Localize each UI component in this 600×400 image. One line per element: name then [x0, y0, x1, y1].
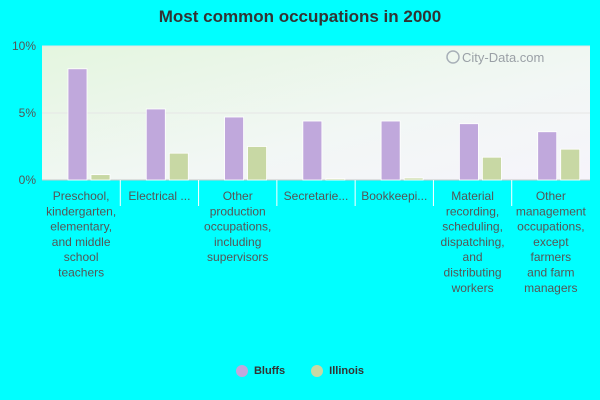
- x-category-label: Preschool, kindergarten, elementary, and mi…: [46, 189, 116, 280]
- bar-bluffs[interactable]: [537, 131, 558, 181]
- legend-swatch-bluffs: [235, 365, 248, 377]
- bar-illinois[interactable]: [90, 174, 111, 181]
- x-category-label: Material recording, scheduling, dispatching…: [441, 189, 505, 295]
- legend-swatch-illinois: [311, 365, 324, 377]
- legend: Bluffs Illinois: [0, 365, 600, 377]
- legend-label-bluffs: Bluffs: [253, 365, 286, 377]
- bar-bluffs[interactable]: [380, 120, 401, 181]
- bar-illinois[interactable]: [168, 152, 189, 181]
- x-category-label: Other production occupations, including supe…: [204, 189, 271, 264]
- chart-title: Most common occupations in 2000: [158, 7, 442, 26]
- y-tick-label: 0%: [19, 173, 37, 187]
- y-tick-label: 5%: [19, 106, 37, 120]
- legend-label-illinois: Illinois: [329, 365, 364, 377]
- legend-item-illinois[interactable]: Illinois: [311, 365, 364, 377]
- y-axis-ticks: 0% 5% 10%: [12, 39, 36, 187]
- bar-bluffs[interactable]: [145, 108, 166, 181]
- bar-bluffs[interactable]: [459, 123, 479, 181]
- bar-bluffs[interactable]: [67, 68, 88, 181]
- legend-item-bluffs[interactable]: Bluffs: [235, 365, 286, 377]
- x-category-label: Other management occupations, except farmers…: [516, 189, 587, 295]
- bar-illinois[interactable]: [560, 148, 581, 181]
- bar-illinois[interactable]: [482, 156, 502, 181]
- watermark: City-Data.com: [446, 50, 544, 65]
- bar-bluffs[interactable]: [302, 120, 323, 181]
- bar-illinois[interactable]: [403, 177, 424, 181]
- x-category-label: Bookkeepi...: [361, 189, 427, 203]
- y-tick-label: 10%: [12, 39, 36, 53]
- watermark-icon: [446, 50, 460, 64]
- x-axis-labels: Preschool, kindergarten, elementary, and mi…: [46, 189, 586, 295]
- x-category-label: Secretarie...: [284, 189, 349, 203]
- bar-illinois[interactable]: [325, 178, 346, 181]
- bar-bluffs[interactable]: [224, 116, 244, 181]
- watermark-text: City-Data.com: [462, 50, 544, 65]
- bar-illinois[interactable]: [247, 146, 267, 181]
- bars: [67, 68, 581, 181]
- x-category-label: Electrical ...: [128, 189, 190, 203]
